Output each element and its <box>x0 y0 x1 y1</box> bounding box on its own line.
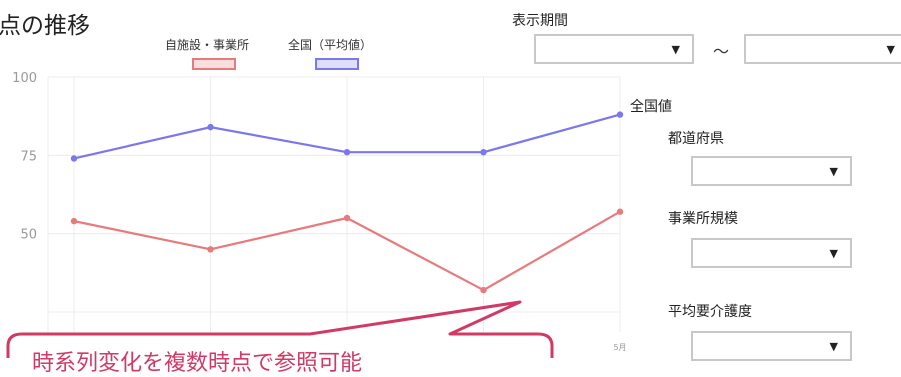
y-tick-label: 50 <box>20 228 37 243</box>
legend-swatch <box>315 58 359 70</box>
chevron-down-icon: ▼ <box>829 340 838 353</box>
data-point <box>616 208 624 215</box>
data-point <box>480 149 487 156</box>
chevron-down-icon: ▼ <box>886 43 895 56</box>
period-separator: ～ <box>713 42 730 61</box>
data-point <box>343 149 351 156</box>
x-tick-label: 5月 <box>613 343 626 352</box>
chevron-down-icon: ▼ <box>671 43 680 56</box>
callout-text: 時系列変化を複数時点で参照可能 <box>32 351 363 376</box>
care-level-label: 平均要介護度 <box>668 304 752 320</box>
chevron-down-icon: ▼ <box>829 165 838 178</box>
data-point <box>207 246 214 253</box>
data-point <box>70 217 78 225</box>
series-end-label: 全国値 <box>630 99 672 115</box>
chevron-down-icon: ▼ <box>829 247 838 260</box>
data-point <box>343 214 351 222</box>
prefecture-select[interactable]: ▼ <box>691 156 852 186</box>
legend-label: 自施設・事業所 <box>165 37 249 52</box>
care-level-select[interactable]: ▼ <box>691 331 852 361</box>
display-period-label: 表示期間 <box>512 13 568 29</box>
facility-scale-select[interactable]: ▼ <box>691 238 852 268</box>
period-start-select[interactable]: ▼ <box>534 34 694 64</box>
facility-scale-label: 事業所規模 <box>668 211 738 227</box>
y-tick-label: 100 <box>12 71 37 86</box>
data-point <box>70 155 78 162</box>
prefecture-label: 都道府県 <box>668 131 724 147</box>
data-point <box>616 111 624 118</box>
y-tick-label: 75 <box>20 149 37 164</box>
period-end-select[interactable]: ▼ <box>744 34 901 64</box>
page-title: 点の推移 <box>0 13 90 39</box>
line-chart: 100 75 50 5月 自施設・事業所 全国（平均値） <box>12 37 626 352</box>
legend-label: 全国（平均値） <box>288 37 372 52</box>
legend-swatch <box>192 58 236 70</box>
data-point <box>480 286 487 294</box>
data-point <box>207 123 214 131</box>
callout-bubble <box>6 300 554 358</box>
